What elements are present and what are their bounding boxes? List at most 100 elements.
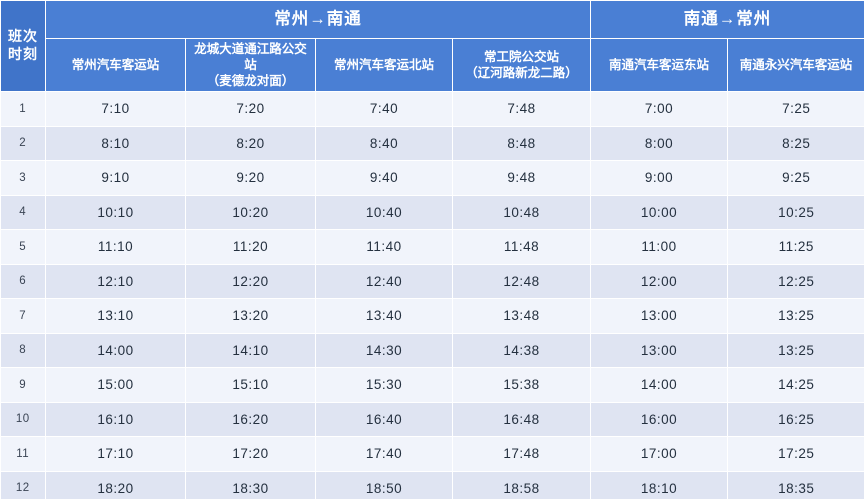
departure-time-cell: 11:00 bbox=[590, 229, 728, 265]
table-row: 1 7:10 7:20 7:40 7:48 7:00 7:25 bbox=[0, 91, 864, 127]
departure-time-cell: 11:48 bbox=[452, 229, 591, 265]
departure-time-cell: 14:30 bbox=[315, 333, 453, 368]
row-index-cell: 7 bbox=[0, 298, 46, 334]
departure-time-cell: 17:20 bbox=[185, 436, 316, 472]
departure-time-cell: 7:25 bbox=[727, 91, 864, 127]
stop-header-nantong-east-bus-station: 南通汽车客运东站 bbox=[590, 38, 728, 92]
departure-time-cell: 9:20 bbox=[185, 160, 316, 196]
departure-time-cell: 8:40 bbox=[315, 126, 453, 161]
table-row: 9 15:00 15:10 15:30 15:38 14:00 14:25 bbox=[0, 367, 864, 403]
departure-time-cell: 13:25 bbox=[727, 298, 864, 334]
departure-time-cell: 10:20 bbox=[185, 195, 316, 230]
row-index-cell: 3 bbox=[0, 160, 46, 196]
table-row: 12 18:20 18:30 18:50 18:58 18:10 18:35 bbox=[0, 471, 864, 499]
departure-time-cell: 12:10 bbox=[45, 264, 186, 299]
departure-time-cell: 16:20 bbox=[185, 402, 316, 437]
departure-time-cell: 13:20 bbox=[185, 298, 316, 334]
departure-time-cell: 8:10 bbox=[45, 126, 186, 161]
departure-time-cell: 12:48 bbox=[452, 264, 591, 299]
table-row: 7 13:10 13:20 13:40 13:48 13:00 13:25 bbox=[0, 298, 864, 334]
departure-time-cell: 10:25 bbox=[727, 195, 864, 230]
departure-time-cell: 18:10 bbox=[590, 471, 728, 499]
departure-time-cell: 10:00 bbox=[590, 195, 728, 230]
stop-name: 常州汽车客运站 bbox=[71, 58, 160, 72]
departure-time-cell: 8:00 bbox=[590, 126, 728, 161]
departure-time-cell: 18:35 bbox=[727, 471, 864, 499]
departure-time-cell: 14:00 bbox=[590, 367, 728, 403]
table-row: 11 17:10 17:20 17:40 17:48 17:00 17:25 bbox=[0, 436, 864, 472]
corner-label-line1: 班次 bbox=[8, 28, 38, 45]
departure-time-cell: 14:38 bbox=[452, 333, 591, 368]
row-index-cell: 10 bbox=[0, 402, 46, 437]
row-index-cell: 2 bbox=[0, 126, 46, 161]
row-index-cell: 11 bbox=[0, 436, 46, 472]
departure-time-cell: 12:00 bbox=[590, 264, 728, 299]
table-row: 3 9:10 9:20 9:40 9:48 9:00 9:25 bbox=[0, 160, 864, 196]
departure-time-cell: 7:10 bbox=[45, 91, 186, 127]
departure-time-cell: 8:48 bbox=[452, 126, 591, 161]
departure-time-cell: 18:30 bbox=[185, 471, 316, 499]
departure-time-cell: 7:00 bbox=[590, 91, 728, 127]
departure-time-cell: 13:40 bbox=[315, 298, 453, 334]
departure-time-cell: 16:25 bbox=[727, 402, 864, 437]
stop-header-changgongyuan-bus-stop: 常工院公交站 （辽河路新龙二路） bbox=[452, 38, 591, 92]
departure-time-cell: 7:40 bbox=[315, 91, 453, 127]
departure-time-cell: 14:00 bbox=[45, 333, 186, 368]
departure-time-cell: 13:25 bbox=[727, 333, 864, 368]
departure-time-cell: 14:25 bbox=[727, 367, 864, 403]
stop-name: 南通汽车客运东站 bbox=[608, 58, 709, 72]
departure-time-cell: 18:50 bbox=[315, 471, 453, 499]
departure-time-cell: 10:40 bbox=[315, 195, 453, 230]
departure-time-cell: 15:30 bbox=[315, 367, 453, 403]
departure-time-cell: 10:48 bbox=[452, 195, 591, 230]
header-stop-row: 常州汽车客运站 龙城大道通江路公交站 （麦德龙对面） 常州汽车客运北站 常工院公… bbox=[1, 38, 864, 92]
departure-time-cell: 16:00 bbox=[590, 402, 728, 437]
table-header: 班次 时刻 常州→南通 南通→常州 常州汽车客运站 龙城大道通江路公交站 （麦德… bbox=[0, 0, 864, 92]
departure-time-cell: 18:58 bbox=[452, 471, 591, 499]
departure-time-cell: 13:48 bbox=[452, 298, 591, 334]
departure-time-cell: 9:25 bbox=[727, 160, 864, 196]
departure-time-cell: 10:10 bbox=[45, 195, 186, 230]
departure-time-cell: 11:40 bbox=[315, 229, 453, 265]
table-body: 1 7:10 7:20 7:40 7:48 7:00 7:25 2 8:10 8:20 8:40 8:… bbox=[0, 91, 864, 499]
departure-time-cell: 9:48 bbox=[452, 160, 591, 196]
departure-time-cell: 17:40 bbox=[315, 436, 453, 472]
table-row: 10 16:10 16:20 16:40 16:48 16:00 16:25 bbox=[0, 402, 864, 437]
stop-header-nantong-yongxing-bus-station: 南通永兴汽车客运站 bbox=[727, 38, 864, 92]
departure-time-cell: 15:38 bbox=[452, 367, 591, 403]
row-index-cell: 12 bbox=[0, 471, 46, 499]
departure-time-cell: 12:40 bbox=[315, 264, 453, 299]
row-index-cell: 6 bbox=[0, 264, 46, 299]
departure-time-cell: 8:20 bbox=[185, 126, 316, 161]
header-direction-row: 班次 时刻 常州→南通 南通→常州 bbox=[0, 0, 864, 92]
departure-time-cell: 13:00 bbox=[590, 298, 728, 334]
row-index-cell: 9 bbox=[0, 367, 46, 403]
departure-time-cell: 18:20 bbox=[45, 471, 186, 499]
departure-time-cell: 13:00 bbox=[590, 333, 728, 368]
corner-label-line2: 时刻 bbox=[8, 46, 38, 62]
departure-time-cell: 11:10 bbox=[45, 229, 186, 265]
table-row: 6 12:10 12:20 12:40 12:48 12:00 12:25 bbox=[0, 264, 864, 299]
departure-time-cell: 17:48 bbox=[452, 436, 591, 472]
departure-time-cell: 17:10 bbox=[45, 436, 186, 472]
departure-time-cell: 14:10 bbox=[185, 333, 316, 368]
table-row: 2 8:10 8:20 8:40 8:48 8:00 8:25 bbox=[0, 126, 864, 161]
stop-name-sub: （辽河路新龙二路） bbox=[465, 66, 578, 80]
stop-header-changzhou-north-bus-station: 常州汽车客运北站 bbox=[315, 38, 453, 92]
table-row: 4 10:10 10:20 10:40 10:48 10:00 10:25 bbox=[0, 195, 864, 230]
table-row: 8 14:00 14:10 14:30 14:38 13:00 13:25 bbox=[0, 333, 864, 368]
departure-time-cell: 16:40 bbox=[315, 402, 453, 437]
departure-time-cell: 8:25 bbox=[727, 126, 864, 161]
departure-time-cell: 12:20 bbox=[185, 264, 316, 299]
departure-time-cell: 17:00 bbox=[590, 436, 728, 472]
stop-name: 常工院公交站 bbox=[483, 50, 559, 64]
row-index-cell: 8 bbox=[0, 333, 46, 368]
table-row: 5 11:10 11:20 11:40 11:48 11:00 11:25 bbox=[0, 229, 864, 265]
row-index-cell: 1 bbox=[0, 91, 46, 127]
departure-time-cell: 16:10 bbox=[45, 402, 186, 437]
departure-time-cell: 15:10 bbox=[185, 367, 316, 403]
departure-time-cell: 7:20 bbox=[185, 91, 316, 127]
departure-time-cell: 13:10 bbox=[45, 298, 186, 334]
stop-header-longcheng-tongjiang-bus-stop: 龙城大道通江路公交站 （麦德龙对面） bbox=[185, 38, 316, 92]
